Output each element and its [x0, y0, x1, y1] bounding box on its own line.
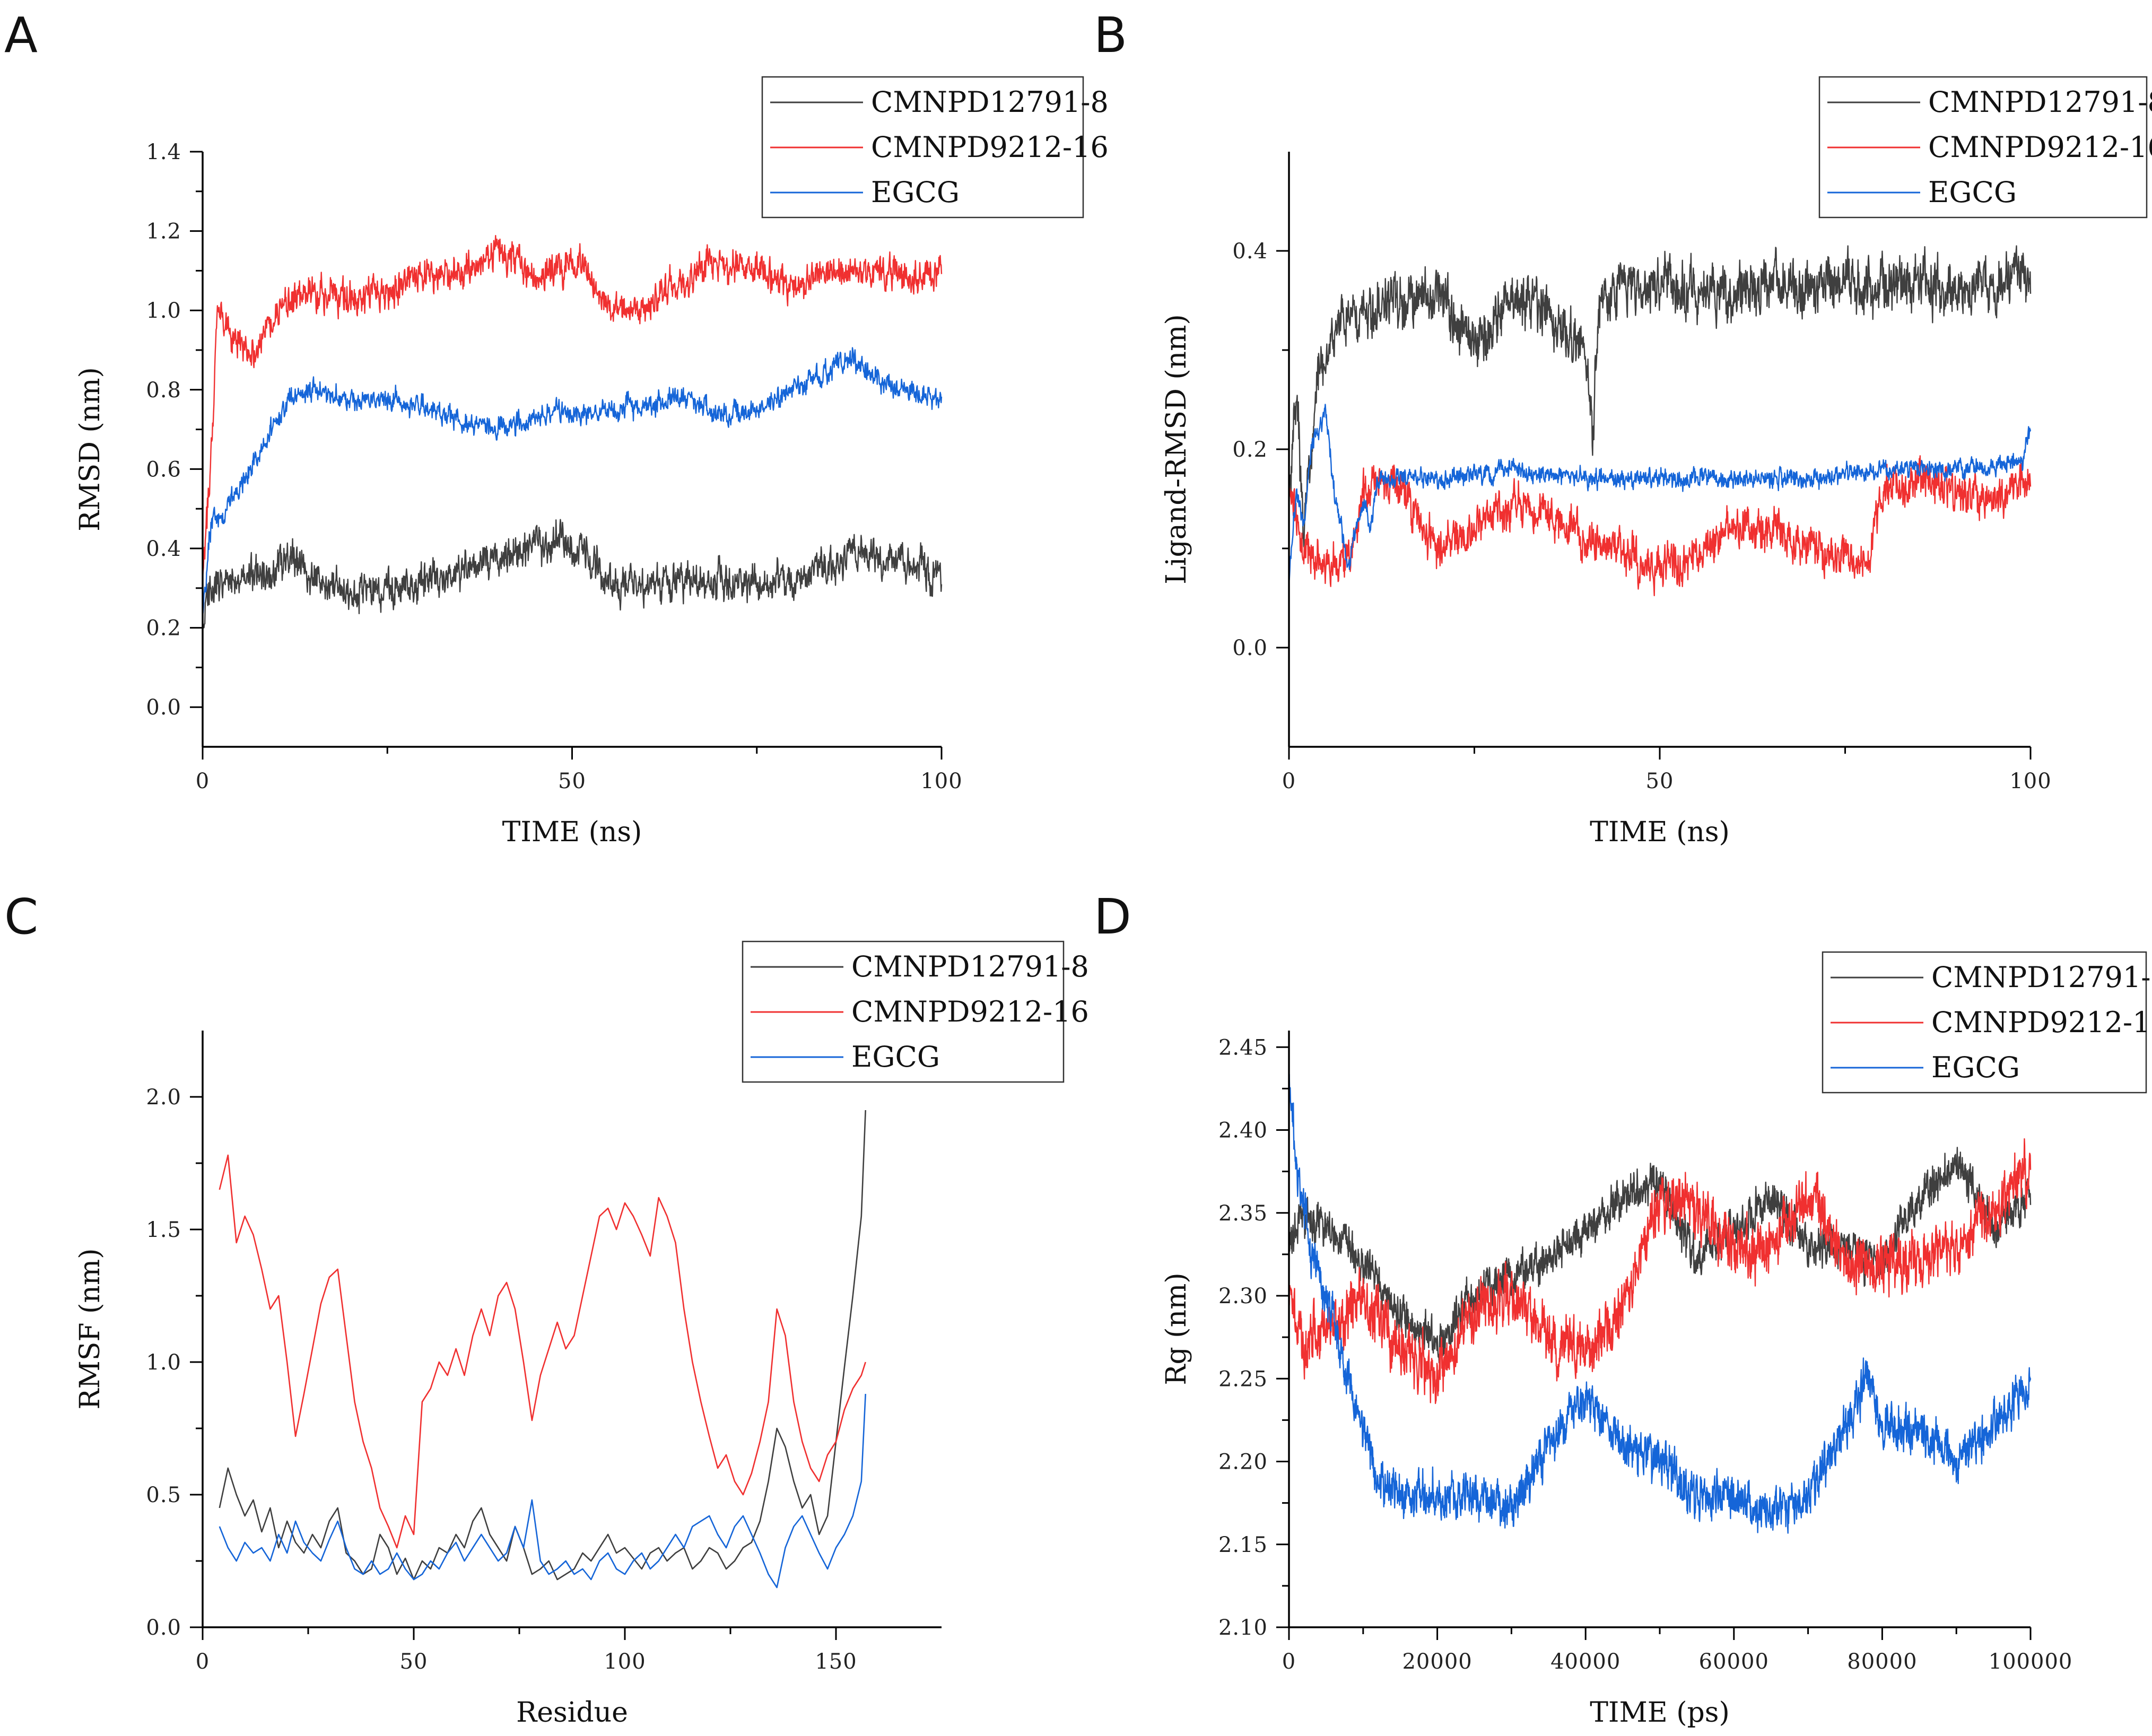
x-tick-label: 40000	[1550, 1650, 1620, 1674]
x-tick-label: 50	[1646, 769, 1674, 793]
y-tick-label: 1.5	[146, 1218, 181, 1242]
panel-d: D 2.10 2.15 2.20 2.25 2.30 2.35 2.40 2.45 0 20000 4…	[1094, 888, 2152, 1729]
legend-label-cmnpd9212-16: CMNPD9212-16	[1928, 130, 2152, 164]
series-line-cmnpd9212-16	[1288, 1138, 2032, 1404]
series-line-egcg	[1288, 404, 2032, 582]
panel-letter: C	[4, 888, 38, 945]
x-tick-label: 150	[815, 1650, 857, 1674]
legend-label-egcg: EGCG	[871, 176, 960, 209]
y-tick-label: 2.40	[1218, 1119, 1268, 1143]
x-tick-label: 60000	[1699, 1650, 1769, 1674]
y-tick-label: 1.4	[146, 140, 181, 164]
y-axis-title: Rg (nm)	[1161, 1272, 1192, 1385]
y-tick-label: 0.4	[146, 537, 181, 561]
x-tick-label: 50	[400, 1650, 428, 1674]
x-tick-label: 50	[558, 769, 586, 793]
legend: CMNPD12791-8 CMNPD9212-16 EGCG	[761, 76, 1109, 219]
y-tick-label: 2.0	[146, 1085, 181, 1110]
legend-label-cmnpd9212-16: CMNPD9212-16	[1931, 1006, 2152, 1039]
x-tick-label: 80000	[1847, 1650, 1917, 1674]
series-group	[1288, 245, 2032, 597]
x-tick-label: 0	[196, 1650, 210, 1674]
y-tick-label: 0.4	[1232, 239, 1268, 264]
y-tick-label: 1.0	[146, 299, 181, 323]
series-line-cmnpd12791-8	[1288, 245, 2032, 548]
legend-label-cmnpd12791-8: CMNPD12791-8	[871, 85, 1109, 119]
x-tick-label: 100	[604, 1650, 646, 1674]
panel-b: B 0.0 0.2 0.4 0 50 100 TIME (ns) Ligand-RMSD (nm…	[1094, 7, 2152, 848]
y-tick-label: 2.30	[1218, 1284, 1268, 1308]
x-axis-title: TIME (ns)	[502, 816, 642, 848]
legend-label-egcg: EGCG	[851, 1040, 940, 1074]
y-tick-label: 1.2	[146, 220, 181, 244]
y-tick-label: 0.8	[146, 378, 181, 403]
series-line-cmnpd12791-8	[202, 519, 943, 629]
y-tick-label: 0.0	[146, 1616, 181, 1640]
y-tick-label: 1.0	[146, 1350, 181, 1375]
panel-letter: B	[1094, 7, 1127, 64]
panel-a: A 0.0 0.2 0.4 0.6 0.8 1.0 1.2 1.4 0 50 100 TIME (ns)…	[4, 7, 1109, 848]
series-group	[202, 235, 943, 629]
x-tick-label: 0	[1282, 769, 1296, 793]
series-group	[219, 1110, 866, 1589]
y-tick-label: 2.35	[1218, 1201, 1268, 1226]
series-group	[1288, 1074, 2032, 1534]
legend-label-cmnpd12791-8: CMNPD12791-8	[851, 950, 1089, 983]
y-tick-label: 2.10	[1218, 1616, 1268, 1640]
panel-c: C 0.0 0.5 1.0 1.5 2.0 0 50 100 150 Residue RMSF (nm…	[4, 888, 1089, 1729]
x-tick-label: 100000	[1989, 1650, 2073, 1674]
series-line-cmnpd9212-16	[219, 1154, 866, 1549]
x-tick-label: 20000	[1402, 1650, 1472, 1674]
x-axis-title: Residue	[516, 1697, 628, 1729]
y-tick-label: 2.15	[1218, 1533, 1268, 1557]
legend: CMNPD12791-8 CMNPD9212-16 EGCG	[1818, 76, 2152, 219]
legend-label-cmnpd12791-8: CMNPD12791-8	[1931, 961, 2152, 994]
y-tick-label: 0.6	[146, 457, 181, 482]
x-tick-label: 100	[2009, 769, 2051, 793]
y-tick-label: 0.2	[1232, 438, 1268, 462]
series-line-cmnpd9212-16	[202, 235, 943, 578]
x-tick-label: 0	[1282, 1650, 1296, 1674]
series-line-cmnpd12791-8	[1288, 1147, 2032, 1364]
series-line-cmnpd9212-16	[1288, 455, 2032, 597]
legend-label-cmnpd9212-16: CMNPD9212-16	[851, 995, 1089, 1028]
legend-label-egcg: EGCG	[1931, 1051, 2020, 1084]
y-tick-label: 0.0	[1232, 636, 1268, 660]
x-axis-title: TIME (ns)	[1590, 816, 1730, 848]
y-tick-label: 0.2	[146, 616, 181, 641]
x-tick-label: 100	[920, 769, 962, 793]
legend-label-cmnpd12791-8: CMNPD12791-8	[1928, 85, 2152, 119]
series-line-egcg	[202, 347, 943, 614]
legend: CMNPD12791-8 CMNPD9212-16 EGCG	[1822, 951, 2152, 1094]
y-axis-title: RMSF (nm)	[74, 1248, 106, 1409]
series-line-egcg	[1288, 1074, 2032, 1534]
y-tick-label: 0.5	[146, 1483, 181, 1507]
y-tick-label: 0.0	[146, 695, 181, 720]
y-axis-title: RMSD (nm)	[74, 367, 106, 531]
series-line-cmnpd12791-8	[219, 1110, 866, 1581]
y-tick-label: 2.45	[1218, 1035, 1268, 1060]
y-tick-label: 2.25	[1218, 1367, 1268, 1391]
legend: CMNPD12791-8 CMNPD9212-16 EGCG	[742, 940, 1089, 1083]
panel-letter: D	[1094, 888, 1131, 945]
legend-label-cmnpd9212-16: CMNPD9212-16	[871, 130, 1109, 164]
y-tick-label: 2.20	[1218, 1450, 1268, 1475]
x-axis-title: TIME (ps)	[1590, 1697, 1730, 1729]
y-axis-title: Ligand-RMSD (nm)	[1161, 314, 1192, 584]
x-tick-label: 0	[196, 769, 210, 793]
panel-letter: A	[4, 7, 38, 64]
legend-label-egcg: EGCG	[1928, 176, 2017, 209]
series-line-egcg	[219, 1393, 866, 1589]
